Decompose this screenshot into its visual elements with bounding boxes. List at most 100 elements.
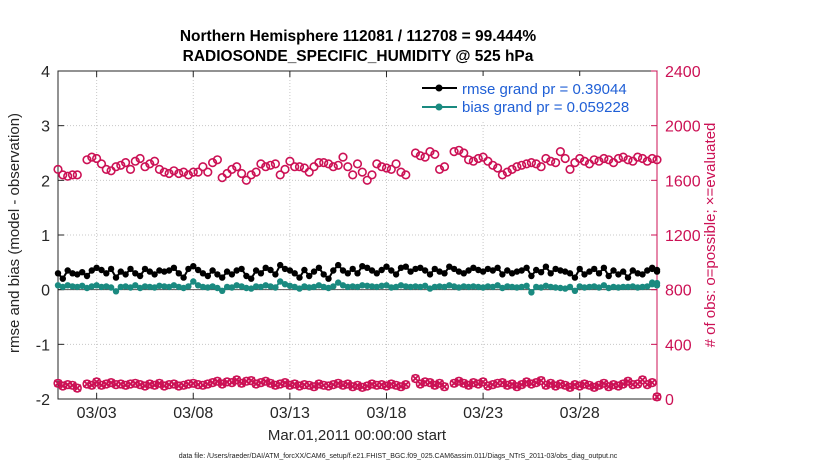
possible-obs-point: [541, 153, 551, 164]
data-point: [219, 274, 226, 281]
data-point: [431, 283, 438, 291]
data-point: [576, 283, 583, 290]
data-point: [533, 283, 540, 291]
data-point: [653, 266, 661, 274]
evaluated-obs-ring: [53, 378, 63, 388]
possible-obs-point: [401, 170, 411, 180]
possible-obs-point: [111, 162, 121, 172]
data-point: [88, 267, 96, 274]
y-tick-label: 0: [41, 283, 50, 300]
chart-title-line-1: Northern Hemisphere 112081 / 112708 = 99…: [180, 28, 537, 45]
possible-obs-point: [203, 167, 213, 177]
data-point: [146, 283, 153, 291]
data-point: [204, 284, 211, 291]
data-point: [634, 284, 641, 291]
data-point: [446, 263, 453, 270]
data-point: [586, 268, 593, 275]
data-point: [504, 267, 511, 274]
data-point: [450, 283, 458, 290]
possible-obs-point: [58, 170, 68, 180]
data-point: [136, 284, 144, 292]
data-point: [156, 282, 163, 289]
data-point: [494, 264, 501, 271]
possible-obs-point: [169, 166, 179, 176]
evaluated-obs-ring: [401, 380, 411, 390]
evaluated-obs-ring: [464, 380, 474, 390]
data-point: [489, 283, 496, 291]
data-point: [277, 261, 284, 269]
data-point: [296, 285, 303, 292]
data-point: [117, 268, 125, 275]
data-point: [460, 270, 467, 277]
data-point: [291, 283, 298, 291]
data-point: [518, 267, 525, 274]
data-point: [151, 271, 158, 278]
data-point: [248, 275, 255, 282]
data-point: [639, 271, 646, 278]
data-point: [421, 267, 429, 274]
data-point: [190, 263, 197, 270]
possible-obs-point: [473, 153, 483, 164]
possible-obs-point: [488, 160, 498, 170]
possible-obs-point: [589, 155, 599, 165]
possible-obs-point: [179, 167, 189, 177]
possible-obs-point: [304, 167, 314, 177]
evaluated-obs-ring: [309, 382, 319, 392]
data-point: [190, 278, 197, 285]
data-point: [359, 282, 366, 289]
evaluated-obs-ring: [497, 378, 508, 388]
data-point: [64, 267, 71, 274]
evaluated-obs-ring: [647, 378, 657, 388]
data-point: [470, 283, 477, 290]
data-point: [644, 283, 651, 290]
data-point: [426, 285, 434, 292]
data-point: [359, 263, 366, 270]
possible-obs-point: [328, 162, 338, 172]
data-point: [325, 275, 332, 282]
data-point: [233, 267, 240, 274]
data-point: [185, 283, 192, 290]
y-axis-label: rmse and bias (model - observation): [6, 113, 23, 353]
data-point: [600, 282, 608, 289]
possible-obs-point: [512, 162, 522, 172]
y-tick-label: 3: [41, 119, 50, 136]
evaluated-obs-ring: [410, 373, 421, 384]
possible-obs-point: [294, 162, 305, 172]
data-point: [185, 265, 192, 273]
data-point: [571, 287, 579, 294]
y-tick-label: 2: [41, 173, 50, 190]
data-point: [417, 264, 424, 271]
possible-obs-point: [285, 156, 295, 166]
data-point: [54, 282, 62, 289]
data-point: [69, 283, 76, 290]
data-point: [595, 270, 603, 277]
data-point: [93, 282, 100, 289]
data-point: [479, 284, 487, 291]
data-point: [620, 283, 627, 291]
data-point: [537, 269, 545, 276]
evaluated-obs-ring: [517, 380, 527, 390]
data-point: [107, 265, 115, 273]
data-point: [315, 264, 323, 271]
data-point: [518, 283, 525, 291]
y2-tick-label: 800: [665, 283, 692, 300]
data-point: [373, 283, 380, 291]
possible-obs-point: [270, 159, 281, 169]
possible-obs-point: [550, 158, 561, 168]
y-tick-label: 4: [41, 64, 50, 81]
data-point: [257, 283, 265, 291]
data-point: [634, 270, 641, 277]
data-point: [349, 283, 356, 290]
data-point: [455, 284, 463, 291]
data-point: [233, 282, 240, 289]
x-tick-label: 03/03: [77, 405, 117, 422]
data-point: [388, 284, 395, 291]
data-point: [494, 282, 501, 289]
legend-rmse-marker: [435, 84, 443, 92]
data-point: [199, 283, 207, 291]
data-point: [649, 279, 656, 286]
possible-obs-point: [150, 156, 160, 166]
data-point: [296, 274, 303, 281]
